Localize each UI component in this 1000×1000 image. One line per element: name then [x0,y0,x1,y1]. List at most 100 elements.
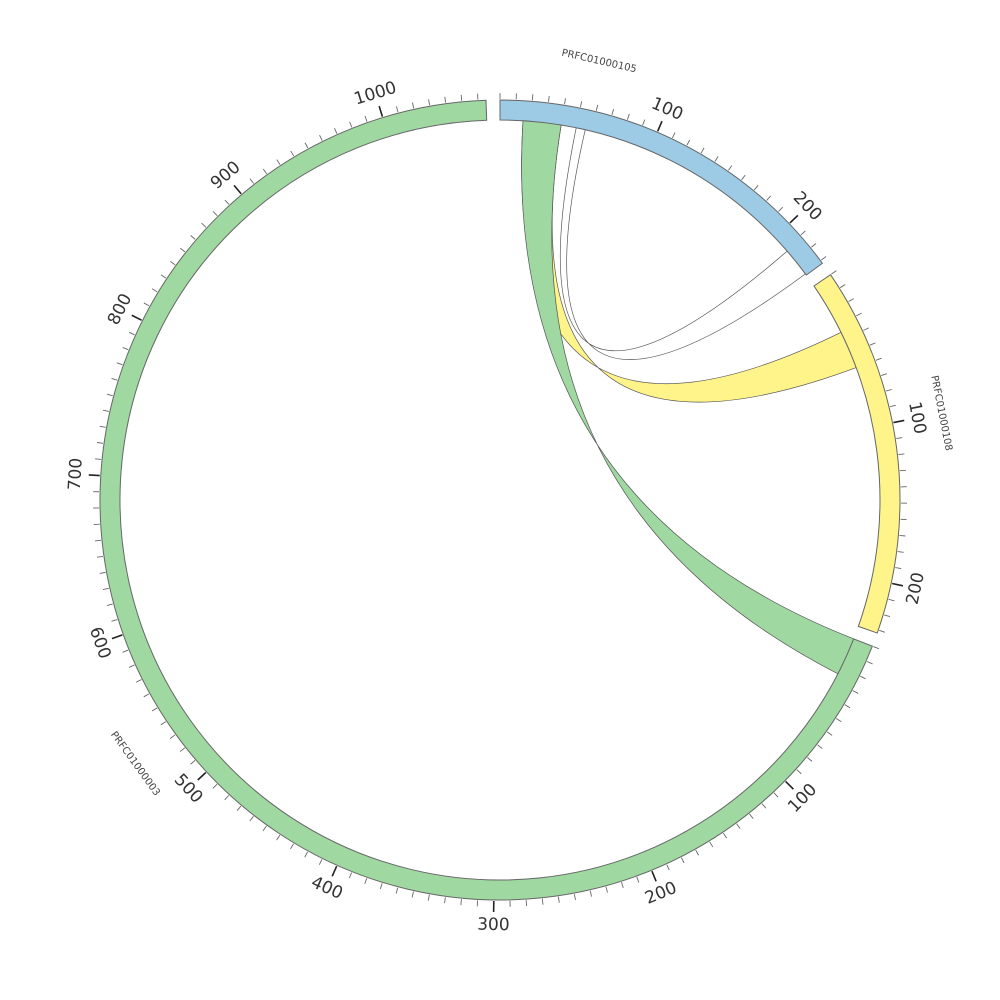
seg-003-minor-tick-440 [276,834,281,841]
seg-108-minor-tick-90 [889,404,896,408]
seg-003-minor-tick-60 [826,731,833,736]
seg-003-minor-tick-890 [224,199,230,205]
seg-003-minor-tick-40 [844,704,851,709]
seg-003-minor-tick-630 [102,587,109,591]
seg-003-minor-tick-380 [364,878,368,885]
seg-003-minor-tick-420 [304,851,309,858]
seg-003-minor-tick-190 [666,864,670,871]
seg-003-minor-tick-370 [379,883,383,890]
seg-003-minor-tick-160 [709,841,714,848]
seg-003-minor-tick-940 [290,150,295,157]
seg-003-name-label: PRFC01000003 [108,730,162,799]
seg-003-minor-tick-450 [262,825,267,832]
seg-105-minor-tick-210 [800,230,806,236]
seg-108-minor-tick-170 [899,535,906,537]
seg-108-arc [813,273,901,634]
seg-108-minor-tick-230 [879,629,886,633]
seg-003-major-tick-900 [233,184,242,195]
seg-003-minor-tick-570 [135,679,142,683]
seg-003-minor-tick-1020 [412,102,415,109]
seg-003-minor-tick-610 [111,619,118,622]
seg-108-minor-tick-10 [839,284,846,289]
seg-105-minor-tick-110 [672,132,676,139]
seg-108-tick-label-200: 200 [903,571,929,607]
seg-105-minor-tick-80 [626,113,630,120]
seg-105-minor-tick-120 [686,139,691,146]
seg-003-minor-tick-350 [411,891,414,898]
seg-105-minor-tick-220 [811,243,817,248]
seg-003-minor-tick-590 [122,649,129,653]
seg-108-minor-tick-190 [895,567,902,570]
seg-003-minor-tick-220 [621,882,624,889]
seg-003-minor-tick-20 [860,675,866,680]
seg-105-minor-tick-40 [564,98,566,105]
seg-003-minor-tick-430 [290,843,294,850]
seg-003-minor-tick-790 [128,331,135,336]
seg-108-minor-tick-50 [869,342,876,346]
seg-108-name-label: PRFC01000108 [928,375,954,452]
seg-003-minor-tick-520 [179,747,186,752]
seg-003-minor-tick-180 [680,857,685,864]
seg-108-minor-tick-40 [863,327,869,331]
seg-105-minor-tick-140 [714,156,719,162]
seg-003-minor-tick-870 [201,222,207,228]
seg-003-minor-tick-320 [460,899,462,906]
seg-003-minor-tick-260 [557,896,560,903]
seg-003-minor-tick-580 [128,664,135,668]
seg-003-minor-tick-720 [97,442,104,444]
seg-003-minor-tick-390 [348,872,352,879]
seg-105-minor-tick-30 [548,95,550,102]
seg-003-minor-tick-130 [749,813,754,819]
seg-003-minor-tick-340 [427,894,430,901]
seg-105-minor-tick-60 [595,104,599,111]
seg-108-minor-tick-180 [897,551,904,553]
seg-003-major-tick-200 [651,870,657,882]
seg-003-major-tick-700 [88,474,100,477]
seg-003-minor-tick-920 [262,168,268,175]
seg-003-minor-tick-270 [541,898,544,905]
seg-003-minor-tick-880 [212,211,218,216]
seg-003-minor-tick-850 [179,247,186,253]
seg-105-major-tick-100 [656,120,663,132]
seg-003-minor-tick-710 [95,458,102,460]
seg-003-major-tick-600 [111,634,123,640]
seg-108-minor-tick-220 [884,614,891,618]
seg-003-minor-tick-0 [873,646,880,650]
seg-003-minor-tick-560 [143,693,150,698]
seg-003-minor-tick-640 [99,571,106,574]
seg-003-minor-tick-540 [160,721,167,726]
seg-003-minor-tick-230 [605,886,608,893]
seg-003-minor-tick-980 [349,121,353,128]
seg-003-minor-tick-480 [224,795,230,801]
seg-108-minor-tick-110 [896,437,903,439]
seg-003-minor-tick-110 [773,792,779,798]
seg-003-minor-tick-950 [304,142,309,149]
seg-003-minor-tick-170 [695,849,700,856]
segments-layer: 100200PRFC01000105100200PRFC010001081002… [65,48,954,935]
seg-003-minor-tick-210 [636,876,640,883]
seg-003-tick-label-900: 900 [207,157,245,193]
seg-003-minor-tick-410 [318,859,323,865]
seg-003-major-tick-1000 [378,105,384,117]
seg-003-minor-tick-510 [190,760,196,765]
seg-003-major-tick-800 [131,314,142,321]
seg-105-arc [499,99,824,276]
seg-003-minor-tick-530 [169,734,176,739]
seg-105-minor-tick-170 [753,185,759,191]
seg-003-minor-tick-1040 [444,96,447,103]
seg-105-major-tick-200 [789,214,799,224]
seg-003-minor-tick-660 [95,539,102,542]
seg-003-minor-tick-70 [817,744,823,749]
seg-003-minor-tick-30 [852,690,859,694]
seg-108-major-tick-200 [892,582,904,587]
seg-108-minor-tick-20 [848,298,854,302]
seg-003-minor-tick-490 [212,783,218,789]
seg-108-major-tick-100 [893,419,905,424]
seg-108-minor-tick-30 [856,312,862,317]
seg-003-minor-tick-620 [106,603,113,606]
seg-105-minor-tick-190 [778,206,783,212]
seg-003-arc [99,99,873,901]
seg-003-minor-tick-550 [151,707,158,712]
